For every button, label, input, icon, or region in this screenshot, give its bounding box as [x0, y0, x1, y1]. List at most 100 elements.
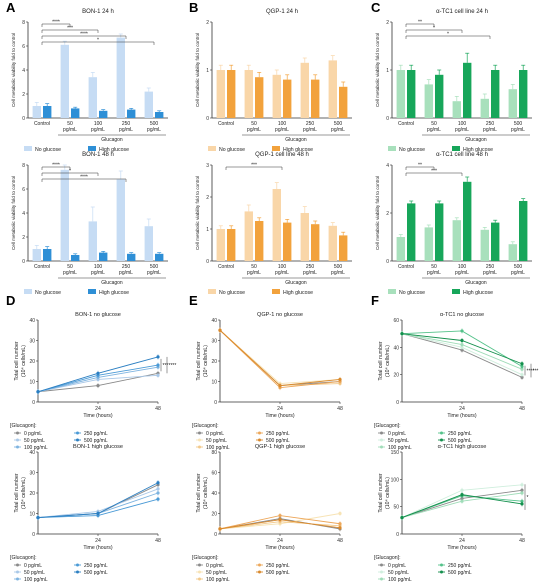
legend-marker [380, 431, 383, 435]
x-tick-label: 250 [306, 121, 315, 127]
legend-title: [Glucagon]: [10, 555, 37, 561]
x-tick-label: Control [34, 121, 50, 127]
legend-label: 100 pg/mL [24, 445, 48, 451]
legend-marker [76, 570, 79, 574]
x-tick-label: 48 [519, 406, 525, 412]
y-tick-label: 40 [211, 318, 217, 324]
legend-marker [380, 570, 383, 574]
legend-label: 500 pg/mL [448, 570, 472, 576]
y-tick-label: 0 [386, 116, 389, 122]
x-tick-label: pg/mL [119, 127, 133, 133]
y-tick-label: 1 [206, 68, 209, 74]
y-tick-label: 40 [211, 491, 217, 497]
legend-title: [Glucagon]: [374, 555, 401, 561]
legend-label: 50 pg/mL [24, 438, 45, 444]
y-tick-label: 150 [391, 450, 400, 456]
x-axis-label: Time (hours) [265, 545, 294, 551]
y-axis-label: Total cell number [196, 341, 202, 380]
y-tick-label: 10 [29, 380, 35, 386]
bar-no-glucose [328, 225, 337, 261]
x-tick-label: pg/mL [275, 127, 289, 133]
legend-label: 0 pg/mL [24, 431, 42, 437]
bar-high-glucose [435, 74, 444, 118]
bar-no-glucose [144, 226, 153, 261]
y-tick-label: 4 [22, 68, 25, 74]
panel-label-C: C [371, 0, 381, 15]
legend-swatch-no-glucose [24, 289, 32, 294]
chart-title: BON-1 48 h [82, 152, 114, 158]
bar-no-glucose [60, 44, 69, 118]
legend-marker [16, 431, 19, 435]
x-tick-label: pg/mL [91, 127, 105, 133]
significance-label: *** [533, 369, 539, 375]
y-tick-label: 0 [22, 259, 25, 265]
x-tick-label: 48 [519, 538, 525, 544]
bar-no-glucose [60, 169, 69, 261]
bar-no-glucose [144, 91, 153, 118]
x-tick-label: 100 [458, 121, 467, 127]
significance-label: *** [163, 363, 169, 369]
legend-label: 250 pg/mL [266, 431, 290, 437]
bar-high-glucose [339, 235, 348, 261]
bar-no-glucose [508, 244, 517, 261]
legend-marker [76, 431, 79, 435]
x-tick-label: 500 [334, 121, 343, 127]
x-tick-label: 250 [486, 121, 495, 127]
bar-chart-C2: α-TC1 cell line 48 h 0 2 4 Cell metabolic vi… [375, 152, 532, 296]
y-tick-label: 3 [206, 163, 209, 169]
y-axis-label: Cell metabolic viability fold to control [195, 176, 200, 250]
series-line [219, 329, 341, 387]
y-tick-label: 2 [386, 20, 389, 26]
legend-label: 100 pg/mL [388, 445, 412, 451]
x-tick-label: 24 [277, 538, 283, 544]
y-axis-label: Cell metabolic viability fold to control [375, 176, 380, 250]
x-tick-label: Control [218, 121, 234, 127]
legend-swatch-high-glucose [272, 146, 280, 151]
legend-title: [Glucagon]: [192, 423, 219, 429]
legend-label: 0 pg/mL [206, 431, 224, 437]
x-tick-label: 24 [459, 538, 465, 544]
legend-marker [198, 577, 201, 581]
bar-chart-A1: BON-1 24 h 0 2 4 6 8 Cell metabolic viability … [11, 9, 168, 153]
legend-title: [Glucagon]: [192, 555, 219, 561]
x-tick-label: 24 [459, 406, 465, 412]
x-tick-label: 48 [155, 406, 161, 412]
legend-marker [380, 445, 383, 449]
bar-high-glucose [283, 79, 292, 118]
x-axis-label: Glucagon [285, 137, 307, 143]
y-tick-label: 2 [22, 92, 25, 98]
bar-no-glucose [88, 221, 97, 261]
y-tick-label: 0 [214, 532, 217, 538]
legend-label: No glucose [35, 290, 61, 296]
legend-marker [198, 570, 201, 574]
x-tick-label: 50 [67, 121, 73, 127]
legend-label: 500 pg/mL [448, 438, 472, 444]
bar-no-glucose [480, 98, 489, 118]
x-tick-label: 500 [150, 121, 159, 127]
y-tick-label: 60 [393, 318, 399, 324]
legend-marker [440, 563, 443, 567]
y-tick-label: 80 [211, 450, 217, 456]
series-line [219, 329, 341, 387]
y-tick-label: 30 [211, 339, 217, 345]
legend-label: 0 pg/mL [206, 563, 224, 569]
x-tick-label: pg/mL [427, 127, 441, 133]
legend-marker [76, 438, 79, 442]
x-tick-label: pg/mL [91, 270, 105, 276]
y-tick-label: 30 [29, 471, 35, 477]
legend-label: High glucose [283, 290, 313, 296]
bar-high-glucose [227, 229, 236, 261]
legend-swatch-no-glucose [208, 289, 216, 294]
bar-chart-B2: QGP-1 cell line 48 h 0 1 2 3 Cell metabolic v… [195, 152, 352, 296]
legend-label: 0 pg/mL [388, 431, 406, 437]
y-tick-label: 50 [393, 505, 399, 511]
bar-high-glucose [491, 222, 500, 261]
y-tick-label: 4 [22, 211, 25, 217]
bar-high-glucose [491, 70, 500, 118]
legend-label: 250 pg/mL [84, 431, 108, 437]
legend-label: High glucose [99, 147, 129, 153]
x-axis-label: Time (hours) [83, 413, 112, 419]
bar-high-glucose [407, 203, 416, 261]
legend-label: 250 pg/mL [266, 563, 290, 569]
y-tick-label: 20 [29, 491, 35, 497]
